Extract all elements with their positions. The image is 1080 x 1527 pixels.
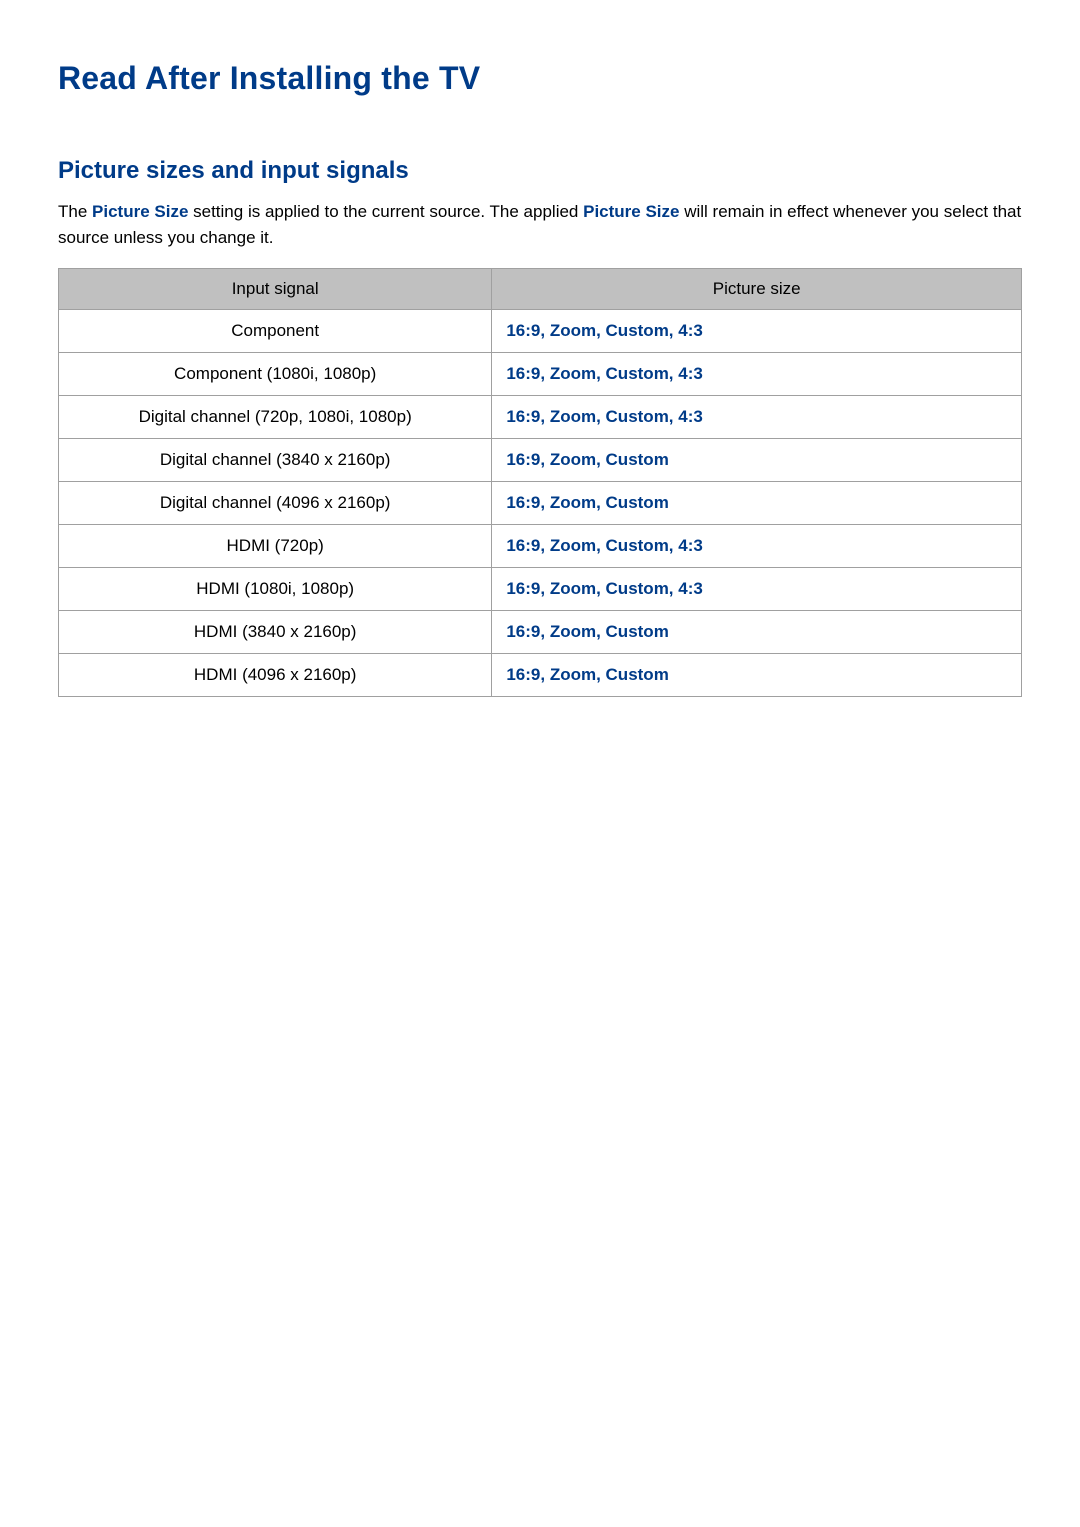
table-row: HDMI (1080i, 1080p) 16:9, Zoom, Custom, … bbox=[59, 568, 1022, 611]
desc-accent-1: Picture Size bbox=[92, 202, 188, 221]
desc-text-pre: The bbox=[58, 202, 92, 221]
cell-signal: Component bbox=[59, 310, 492, 353]
table-row: Digital channel (4096 x 2160p) 16:9, Zoo… bbox=[59, 482, 1022, 525]
table-header-row: Input signal Picture size bbox=[59, 269, 1022, 310]
desc-text-mid1: setting is applied to the current source… bbox=[188, 202, 583, 221]
cell-size: 16:9, Zoom, Custom bbox=[492, 654, 1022, 697]
cell-size: 16:9, Zoom, Custom bbox=[492, 439, 1022, 482]
table-row: Component 16:9, Zoom, Custom, 4:3 bbox=[59, 310, 1022, 353]
cell-size: 16:9, Zoom, Custom, 4:3 bbox=[492, 525, 1022, 568]
signal-table: Input signal Picture size Component 16:9… bbox=[58, 268, 1022, 697]
table-row: Digital channel (720p, 1080i, 1080p) 16:… bbox=[59, 396, 1022, 439]
page-title: Read After Installing the TV bbox=[58, 60, 1022, 97]
cell-signal: Digital channel (3840 x 2160p) bbox=[59, 439, 492, 482]
cell-signal: Component (1080i, 1080p) bbox=[59, 353, 492, 396]
table-row: HDMI (4096 x 2160p) 16:9, Zoom, Custom bbox=[59, 654, 1022, 697]
cell-signal: HDMI (720p) bbox=[59, 525, 492, 568]
cell-signal: HDMI (4096 x 2160p) bbox=[59, 654, 492, 697]
cell-size: 16:9, Zoom, Custom, 4:3 bbox=[492, 396, 1022, 439]
cell-size: 16:9, Zoom, Custom, 4:3 bbox=[492, 310, 1022, 353]
section-description: The Picture Size setting is applied to t… bbox=[58, 199, 1022, 250]
section-heading: Picture sizes and input signals bbox=[58, 157, 1022, 185]
desc-accent-2: Picture Size bbox=[583, 202, 679, 221]
table-header-signal: Input signal bbox=[59, 269, 492, 310]
page-container: Read After Installing the TV Picture siz… bbox=[0, 0, 1080, 1527]
cell-signal: HDMI (1080i, 1080p) bbox=[59, 568, 492, 611]
table-row: Component (1080i, 1080p) 16:9, Zoom, Cus… bbox=[59, 353, 1022, 396]
table-header-size: Picture size bbox=[492, 269, 1022, 310]
cell-size: 16:9, Zoom, Custom, 4:3 bbox=[492, 568, 1022, 611]
cell-signal: Digital channel (720p, 1080i, 1080p) bbox=[59, 396, 492, 439]
cell-size: 16:9, Zoom, Custom, 4:3 bbox=[492, 353, 1022, 396]
cell-signal: Digital channel (4096 x 2160p) bbox=[59, 482, 492, 525]
cell-size: 16:9, Zoom, Custom bbox=[492, 482, 1022, 525]
cell-signal: HDMI (3840 x 2160p) bbox=[59, 611, 492, 654]
table-row: HDMI (720p) 16:9, Zoom, Custom, 4:3 bbox=[59, 525, 1022, 568]
cell-size: 16:9, Zoom, Custom bbox=[492, 611, 1022, 654]
table-row: Digital channel (3840 x 2160p) 16:9, Zoo… bbox=[59, 439, 1022, 482]
table-row: HDMI (3840 x 2160p) 16:9, Zoom, Custom bbox=[59, 611, 1022, 654]
